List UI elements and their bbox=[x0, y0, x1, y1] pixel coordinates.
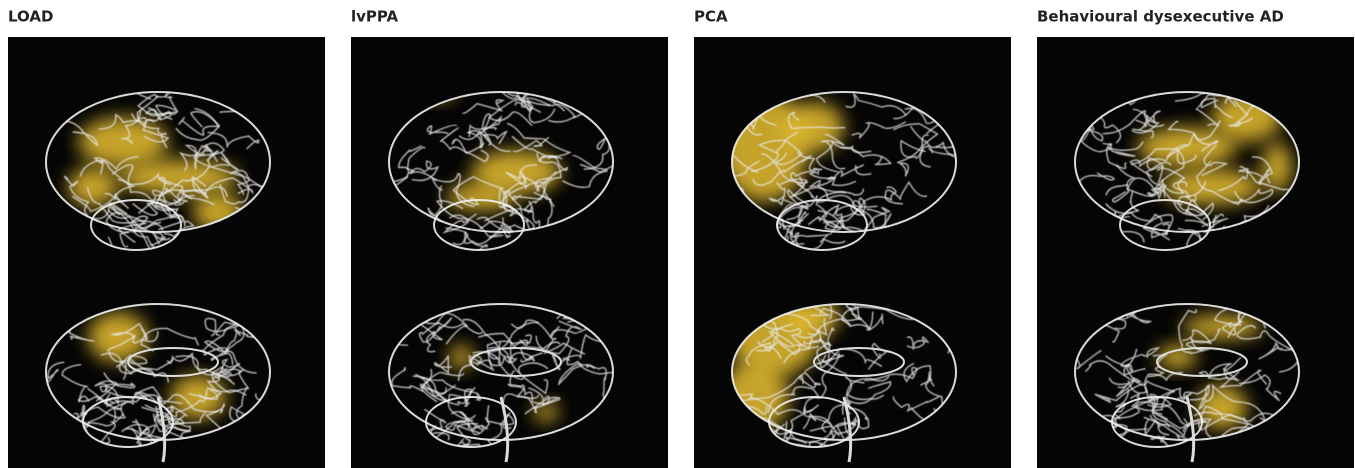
atrophy-region bbox=[1137, 127, 1237, 167]
panel-title: PCA bbox=[694, 8, 728, 26]
atrophy-region bbox=[78, 117, 168, 167]
atrophy-region bbox=[1182, 315, 1262, 339]
image-background bbox=[8, 37, 325, 468]
panel-title: LOAD bbox=[8, 8, 53, 26]
page: LOADlvPPAPCABehavioural dysexecutive AD … bbox=[0, 0, 1355, 468]
panel-title: lvPPA bbox=[351, 8, 399, 26]
figure: LOAD lvPPA PCA Behavioural dysexecutive AD bbox=[0, 0, 1355, 468]
atrophy-region bbox=[88, 312, 148, 362]
brain-image bbox=[340, 37, 668, 468]
brain-image bbox=[8, 37, 325, 468]
image-background bbox=[1037, 37, 1354, 468]
image-background bbox=[351, 37, 668, 468]
brain-image bbox=[666, 37, 1024, 468]
brain-image bbox=[1037, 37, 1354, 468]
image-background bbox=[694, 37, 1011, 468]
panel-title: Behavioural dysexecutive AD bbox=[1037, 8, 1284, 26]
